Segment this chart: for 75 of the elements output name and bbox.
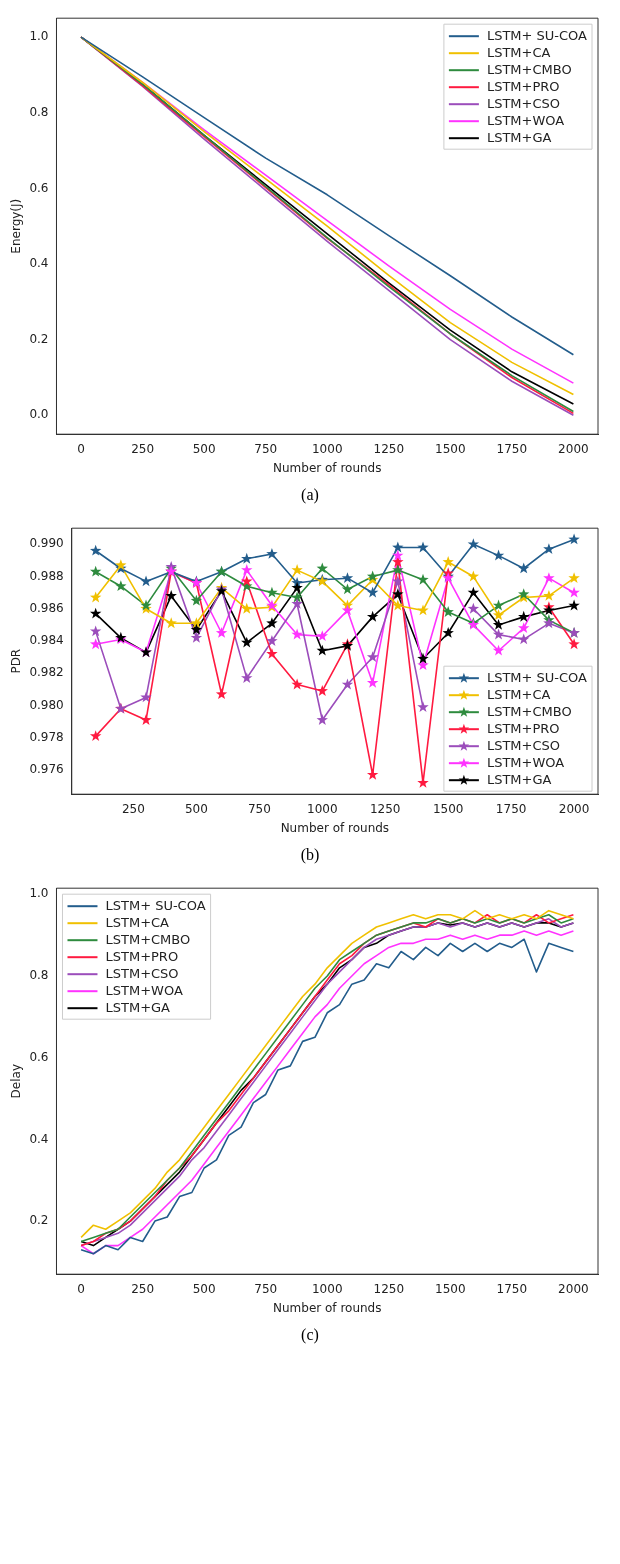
x-tick-label: 500 xyxy=(192,441,216,456)
y-tick-label: 0.978 xyxy=(29,729,64,744)
x-tick-label: 500 xyxy=(192,1281,216,1296)
y-tick-label: 0.990 xyxy=(29,536,64,551)
legend-label: LSTM+PRO xyxy=(486,78,560,94)
legend-label: LSTM+ SU-COA xyxy=(486,27,588,43)
y-tick-label: 0.2 xyxy=(29,1213,49,1228)
y-tick-label: 1.0 xyxy=(29,29,49,44)
legend-label: LSTM+CMBO xyxy=(105,931,191,947)
x-tick-label: 1250 xyxy=(369,801,401,816)
legend-label: LSTM+CMBO xyxy=(486,61,572,77)
x-tick-label: 1250 xyxy=(373,441,405,456)
x-tick-label: 0 xyxy=(77,441,85,456)
x-tick-label: 1750 xyxy=(496,1281,528,1296)
x-tick-label: 250 xyxy=(121,801,145,816)
x-tick-label: 1500 xyxy=(435,441,466,456)
x-tick-label: 1750 xyxy=(495,801,527,816)
x-tick-label: 2000 xyxy=(558,1281,589,1296)
x-tick-label: 750 xyxy=(254,441,278,456)
y-tick-label: 1.0 xyxy=(29,886,49,901)
legend-label: LSTM+CMBO xyxy=(486,703,572,719)
legend-label: LSTM+CSO xyxy=(486,95,560,111)
x-tick-label: 1000 xyxy=(311,1281,343,1296)
y-tick-label: 0.6 xyxy=(29,180,49,195)
legend-label: LSTM+GA xyxy=(486,129,552,145)
y-axis-title: Energy(J) xyxy=(9,198,24,254)
x-tick-label: 0 xyxy=(77,1281,85,1296)
y-tick-label: 0.976 xyxy=(29,762,64,777)
x-axis-title: Number of rounds xyxy=(280,820,390,835)
legend-label: LSTM+ SU-COA xyxy=(105,897,206,913)
y-axis-title: PDR xyxy=(9,648,24,674)
x-tick-label: 1500 xyxy=(432,801,464,816)
legend-label: LSTM+PRO xyxy=(486,720,560,736)
legend-label: LSTM+CSO xyxy=(486,737,560,753)
x-axis-title: Number of rounds xyxy=(272,460,382,475)
x-tick-label: 2000 xyxy=(558,801,590,816)
y-tick-label: 0.8 xyxy=(29,968,49,983)
legend-label: LSTM+WOA xyxy=(486,112,565,128)
y-tick-label: 0.980 xyxy=(29,697,64,712)
legend-label: LSTM+GA xyxy=(105,999,171,1015)
y-tick-label: 0.4 xyxy=(29,256,49,271)
x-tick-label: 1000 xyxy=(307,801,338,816)
y-tick-label: 0.2 xyxy=(29,331,49,346)
y-tick-label: 0.0 xyxy=(29,407,49,422)
x-tick-label: 750 xyxy=(247,801,271,816)
legend-label: LSTM+PRO xyxy=(105,948,179,964)
y-tick-label: 0.984 xyxy=(29,633,64,648)
legend-label: LSTM+CA xyxy=(486,686,551,702)
x-axis-title: Number of rounds xyxy=(272,1300,382,1315)
x-tick-label: 500 xyxy=(184,801,208,816)
legend-label: LSTM+WOA xyxy=(486,754,565,770)
x-tick-label: 2000 xyxy=(558,441,589,456)
x-tick-label: 250 xyxy=(131,1281,155,1296)
text: (a) xyxy=(300,486,320,504)
x-tick-label: 1500 xyxy=(435,1281,466,1296)
legend-label: LSTM+CA xyxy=(486,44,551,60)
legend-label: LSTM+CSO xyxy=(105,965,179,981)
x-tick-label: 250 xyxy=(131,441,155,456)
x-tick-label: 1750 xyxy=(496,441,528,456)
x-tick-label: 1000 xyxy=(311,441,343,456)
legend-label: LSTM+GA xyxy=(486,771,552,787)
text: (c) xyxy=(300,1326,320,1344)
y-tick-label: 0.8 xyxy=(29,104,49,119)
x-tick-label: 1250 xyxy=(373,1281,405,1296)
legend-label: LSTM+ SU-COA xyxy=(486,669,588,685)
y-tick-label: 0.6 xyxy=(29,1049,49,1064)
y-axis-title: Delay xyxy=(9,1063,24,1099)
text: (b) xyxy=(299,846,321,864)
legend-label: LSTM+CA xyxy=(105,914,170,930)
x-tick-label: 750 xyxy=(254,1281,278,1296)
y-tick-label: 0.4 xyxy=(29,1131,49,1146)
y-tick-label: 0.982 xyxy=(29,665,64,680)
y-tick-label: 0.988 xyxy=(29,568,64,583)
legend-label: LSTM+WOA xyxy=(105,982,183,998)
y-tick-label: 0.986 xyxy=(29,600,64,615)
